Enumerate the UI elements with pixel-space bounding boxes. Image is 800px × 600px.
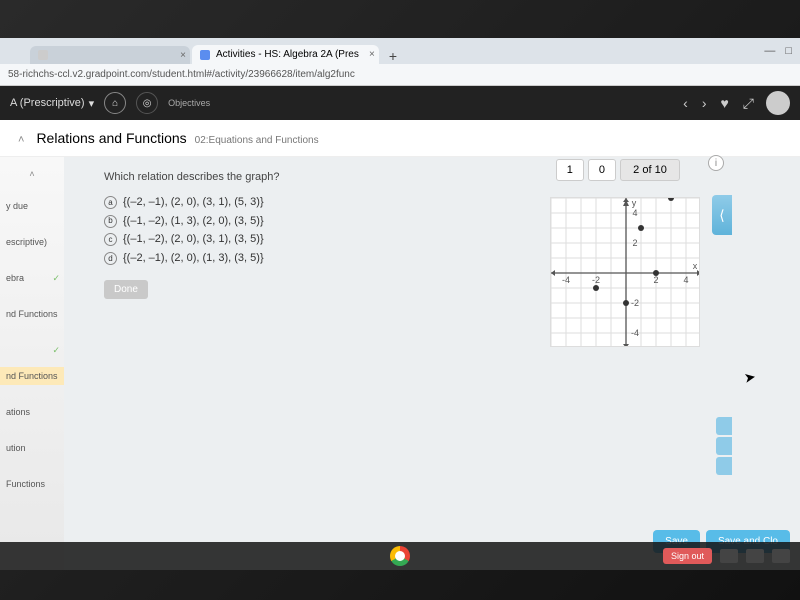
choice-marker: a — [104, 196, 117, 209]
side-tab[interactable] — [716, 457, 732, 475]
cursor-icon: ➤ — [743, 368, 758, 387]
sidebar: ˄ y due escriptive) ebra nd Functions nd… — [0, 157, 64, 570]
sidebar-item[interactable]: Functions — [0, 475, 64, 493]
breadcrumb-label: A (Prescriptive) — [10, 97, 85, 109]
sidebar-item[interactable]: nd Functions — [0, 305, 64, 323]
sidebar-item[interactable]: escriptive) — [0, 233, 64, 251]
choice-text: {(–2, –1), (2, 0), (1, 3), (3, 5)} — [123, 249, 264, 268]
sidebar-item-active[interactable]: nd Functions — [0, 367, 64, 385]
svg-text:-2: -2 — [631, 298, 639, 308]
choice-text: {(–1, –2), (1, 3), (2, 0), (3, 5)} — [123, 212, 264, 231]
address-bar[interactable]: 58-richchs-ccl.v2.gradpoint.com/student.… — [0, 64, 800, 86]
svg-text:x: x — [693, 261, 698, 271]
svg-text:-4: -4 — [562, 275, 570, 285]
browser-tabs: × Activities - HS: Algebra 2A (Pres × + … — [0, 38, 800, 64]
objectives-icon: ◎ — [143, 98, 152, 109]
chrome-icon[interactable] — [390, 546, 410, 566]
expand-icon[interactable]: ⤢ — [741, 95, 756, 112]
sidebar-item[interactable]: y due — [0, 197, 64, 215]
new-tab-button[interactable]: + — [381, 48, 405, 64]
shelf-item[interactable] — [772, 549, 790, 563]
shelf-item[interactable] — [746, 549, 764, 563]
collapse-icon[interactable]: ˄ — [18, 134, 24, 146]
choice-marker: d — [104, 252, 117, 265]
choice-text: {(–2, –1), (2, 0), (3, 1), (5, 3)} — [123, 193, 264, 212]
shelf-item[interactable] — [720, 549, 738, 563]
lesson-title: Relations and Functions — [36, 130, 186, 146]
info-icon[interactable]: i — [708, 155, 724, 171]
url-text: 58-richchs-ccl.v2.gradpoint.com/student.… — [8, 69, 792, 80]
tab-1-close[interactable]: × — [180, 50, 186, 61]
tab-2[interactable]: Activities - HS: Algebra 2A (Pres × — [192, 45, 379, 64]
window-controls: — □ — [764, 38, 792, 64]
done-button[interactable]: Done — [104, 280, 148, 299]
objectives-label: Objectives — [168, 98, 210, 108]
minimize-button[interactable]: — — [764, 45, 775, 57]
avatar[interactable] — [766, 91, 790, 115]
app-bar: A (Prescriptive) ▾ ⌂ ◎ Objectives ‹ › ♥ … — [0, 86, 800, 120]
score-correct: 1 — [556, 159, 584, 181]
scatter-plot: -4-224-4-224xy — [550, 197, 700, 347]
svg-text:2: 2 — [653, 275, 658, 285]
breadcrumb[interactable]: A (Prescriptive) ▾ — [10, 97, 94, 110]
content-body: ˄ y due escriptive) ebra nd Functions nd… — [0, 157, 800, 570]
svg-text:4: 4 — [632, 208, 637, 218]
tab-1[interactable]: × — [30, 46, 190, 64]
device-frame: × Activities - HS: Algebra 2A (Pres × + … — [0, 0, 800, 600]
choice-marker: c — [104, 233, 117, 246]
sidebar-item[interactable]: ebra — [0, 269, 64, 287]
side-tab[interactable] — [716, 437, 732, 455]
tab-2-title: Activities - HS: Algebra 2A (Pres — [216, 49, 359, 60]
choice-text: {(–1, –2), (2, 0), (3, 1), (3, 5)} — [123, 230, 264, 249]
lesson-header: ˄ Relations and Functions 02:Equations a… — [0, 120, 800, 157]
favicon-2 — [200, 50, 210, 60]
sidebar-item[interactable]: ations — [0, 403, 64, 421]
sidebar-item[interactable]: ution — [0, 439, 64, 457]
score-incorrect: 0 — [588, 159, 616, 181]
choice-marker: b — [104, 215, 117, 228]
progress-boxes: 1 0 2 of 10 — [556, 159, 680, 181]
svg-text:4: 4 — [683, 275, 688, 285]
main-panel: i 1 0 2 of 10 Which relation describes t… — [64, 157, 800, 570]
home-icon: ⌂ — [112, 98, 118, 109]
signout-button[interactable]: Sign out — [663, 548, 712, 564]
lesson-subtitle: 02:Equations and Functions — [195, 135, 319, 146]
sidebar-item[interactable] — [0, 341, 64, 349]
question-prompt: Which relation describes the graph? — [104, 171, 800, 183]
heart-icon[interactable]: ♥ — [718, 95, 730, 111]
svg-text:2: 2 — [632, 238, 637, 248]
next-button[interactable]: › — [700, 95, 709, 111]
tab-2-close[interactable]: × — [369, 49, 375, 60]
graph: -4-224-4-224xy — [550, 197, 700, 352]
next-ribbon[interactable]: ⟨ — [712, 195, 732, 235]
svg-text:y: y — [632, 198, 637, 208]
svg-text:-4: -4 — [631, 328, 639, 338]
side-tabs — [716, 417, 732, 475]
prev-button[interactable]: ‹ — [681, 95, 690, 111]
progress-counter: 2 of 10 — [620, 159, 680, 181]
objectives-button[interactable]: ◎ — [136, 92, 158, 114]
breadcrumb-chevron-icon: ▾ — [89, 97, 95, 110]
favicon-1 — [38, 50, 48, 60]
svg-text:-2: -2 — [592, 275, 600, 285]
os-shelf: Sign out — [0, 542, 800, 570]
side-tab[interactable] — [716, 417, 732, 435]
sidebar-collapse-icon[interactable]: ˄ — [29, 169, 34, 179]
maximize-button[interactable]: □ — [785, 45, 792, 57]
screen: × Activities - HS: Algebra 2A (Pres × + … — [0, 38, 800, 570]
home-button[interactable]: ⌂ — [104, 92, 126, 114]
